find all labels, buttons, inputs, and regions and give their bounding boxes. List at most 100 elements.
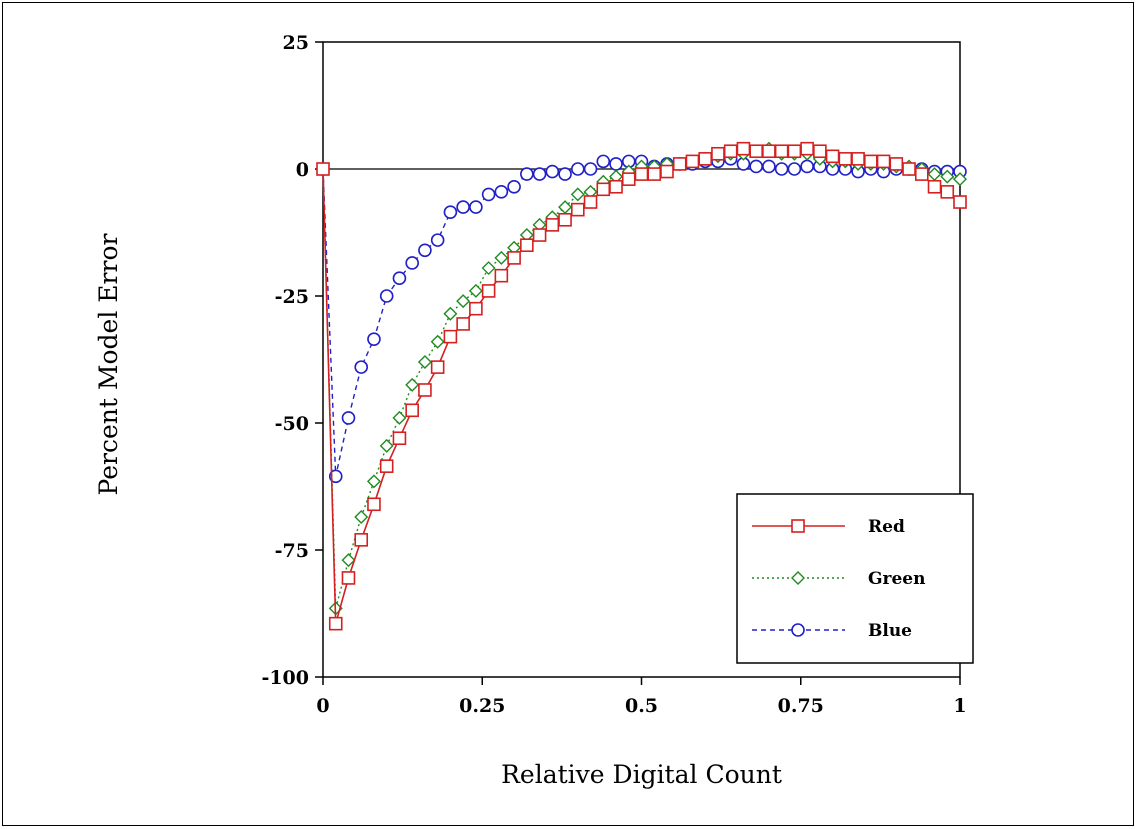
- data-point-blue: [494, 185, 509, 199]
- data-point-blue: [609, 157, 623, 171]
- data-point-red: [354, 533, 369, 547]
- data-point-green: [494, 250, 509, 265]
- data-point-red: [570, 202, 585, 217]
- data-point-red: [316, 162, 330, 176]
- data-point-green: [392, 410, 407, 425]
- data-point-red: [367, 497, 381, 512]
- data-point-green: [430, 334, 445, 349]
- legend-marker-green: [791, 571, 805, 585]
- data-point-blue: [774, 162, 789, 176]
- y-tick-label: 25: [283, 32, 309, 54]
- series-layer: [316, 141, 967, 631]
- data-point-red: [711, 146, 725, 161]
- data-point-blue: [405, 256, 419, 270]
- y-tick-label: -50: [275, 413, 309, 435]
- data-point-red: [864, 154, 878, 169]
- data-point-blue: [392, 271, 407, 286]
- data-point-red: [443, 329, 458, 344]
- data-point-red: [341, 571, 356, 585]
- data-point-red: [328, 616, 343, 631]
- x-tick-label: 0.5: [625, 695, 658, 717]
- data-point-green: [379, 438, 394, 453]
- x-tick-label: 0: [316, 695, 329, 717]
- legend-item-blue: Blue: [752, 621, 912, 641]
- data-point-red: [851, 152, 865, 166]
- data-point-red: [507, 251, 521, 265]
- data-point-red: [800, 141, 814, 156]
- data-point-red: [736, 141, 751, 156]
- y-tick-label: -75: [275, 540, 309, 562]
- y-tick-label: 0: [296, 159, 309, 181]
- data-point-red: [596, 182, 611, 197]
- data-point-red: [379, 459, 394, 473]
- data-point-red: [762, 144, 776, 159]
- legend-marker-blue: [791, 623, 805, 637]
- legend-item-green: Green: [752, 569, 925, 589]
- legend-item-red: Red: [752, 517, 905, 537]
- legend: Red Green Blue: [736, 493, 974, 664]
- data-point-green: [341, 553, 356, 568]
- legend-marker-red: [791, 519, 805, 533]
- series-red: [316, 141, 967, 631]
- data-point-red: [520, 238, 534, 252]
- data-point-green: [417, 355, 432, 370]
- data-point-blue: [762, 159, 776, 174]
- data-point-red: [418, 383, 432, 397]
- x-tick-label: 0.75: [778, 695, 824, 717]
- data-point-blue: [341, 411, 356, 425]
- data-point-red: [787, 144, 802, 159]
- data-point-green: [354, 509, 369, 524]
- data-point-red: [927, 179, 942, 194]
- data-point-red: [672, 157, 687, 171]
- data-point-green: [405, 377, 420, 392]
- data-point-red: [813, 144, 827, 159]
- data-point-red: [634, 167, 649, 181]
- data-point-red: [621, 172, 636, 186]
- data-point-red: [405, 403, 419, 418]
- data-point-red: [685, 154, 700, 169]
- data-point-red: [876, 154, 891, 169]
- data-point-blue: [800, 159, 814, 174]
- x-axis-title: Relative Digital Count: [501, 760, 782, 789]
- data-point-red: [545, 218, 560, 232]
- data-point-blue: [570, 162, 585, 176]
- y-axis-title: Percent Model Error: [94, 234, 123, 496]
- data-point-blue: [583, 162, 598, 176]
- data-point-green: [953, 172, 967, 187]
- legend-box: [736, 493, 974, 664]
- data-point-red: [889, 157, 904, 171]
- data-point-red: [698, 152, 713, 166]
- data-point-blue: [787, 162, 802, 176]
- data-point-red: [532, 228, 547, 242]
- legend-label-blue: Blue: [868, 621, 912, 641]
- series-blue: [316, 152, 967, 484]
- data-point-blue: [532, 167, 547, 181]
- data-point-green: [468, 283, 483, 298]
- y-tick-label: -25: [275, 286, 309, 308]
- data-point-blue: [443, 205, 458, 219]
- data-point-red: [430, 360, 445, 374]
- data-point-green: [456, 294, 471, 309]
- data-point-red: [825, 149, 840, 164]
- data-point-red: [902, 162, 916, 176]
- data-point-red: [392, 431, 407, 446]
- data-point-green: [481, 261, 496, 276]
- data-point-red: [456, 317, 470, 331]
- data-point-red: [481, 284, 496, 298]
- data-point-red: [660, 164, 674, 179]
- data-point-blue: [430, 233, 445, 247]
- data-point-blue: [367, 332, 381, 346]
- series-line-blue: [322, 158, 960, 477]
- x-tick-label: 0.25: [459, 695, 505, 717]
- data-point-blue: [558, 167, 572, 181]
- data-point-red: [723, 144, 738, 159]
- data-point-red: [914, 167, 929, 181]
- legend-label-green: Green: [868, 569, 925, 589]
- data-point-blue: [520, 167, 534, 181]
- data-point-red: [953, 195, 967, 209]
- data-point-blue: [328, 469, 343, 484]
- data-point-red: [583, 195, 598, 209]
- data-point-blue: [354, 360, 369, 374]
